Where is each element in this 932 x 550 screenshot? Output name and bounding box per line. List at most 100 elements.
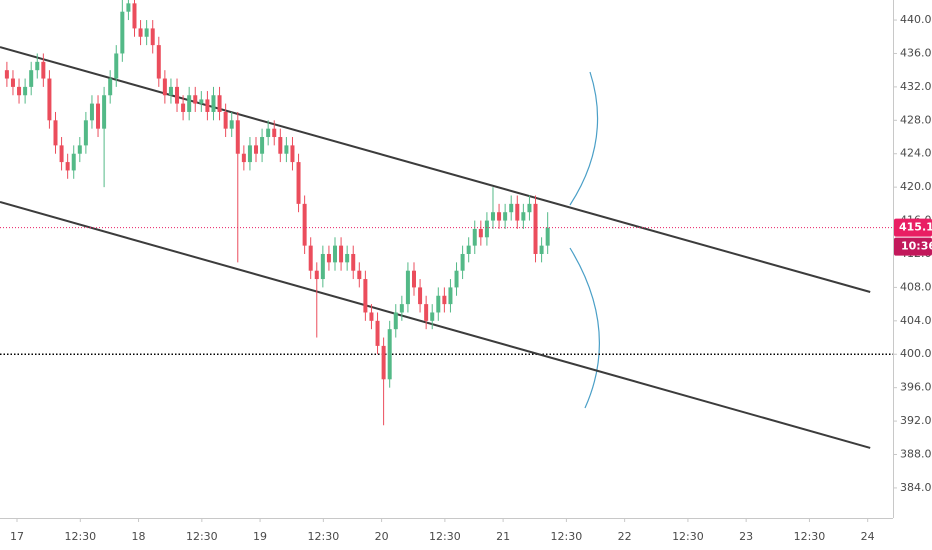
y-tick-label: 408.00 xyxy=(900,280,932,293)
candle-body xyxy=(345,253,350,263)
candle-body xyxy=(102,95,107,129)
candle-body xyxy=(430,312,435,321)
y-tick-label: 392.00 xyxy=(900,414,932,427)
candle-body xyxy=(10,78,15,87)
candle-body xyxy=(235,120,240,154)
candle-body xyxy=(405,270,410,305)
candle-body xyxy=(545,227,550,246)
candle-body xyxy=(114,53,119,79)
candle-body xyxy=(71,153,76,171)
candle-body xyxy=(509,203,514,213)
candle-body xyxy=(387,329,392,380)
y-tick-label: 404.00 xyxy=(900,314,932,327)
y-tick-label: 440.00 xyxy=(900,13,932,26)
last-price-box xyxy=(894,218,932,237)
y-tick-label: 420.00 xyxy=(900,180,932,193)
candle-body xyxy=(314,270,319,280)
x-tick-label: 23 xyxy=(739,530,753,543)
candle-body xyxy=(296,162,301,204)
x-tick-label: 12:30 xyxy=(551,530,583,543)
candle-body xyxy=(333,245,338,263)
candle-body xyxy=(339,245,344,263)
candle-body xyxy=(326,253,331,263)
candle-body xyxy=(59,145,64,163)
candle-body xyxy=(515,203,520,221)
arc-lower xyxy=(569,247,600,409)
candle-body xyxy=(363,279,368,313)
y-tick-label: 388.00 xyxy=(900,448,932,461)
y-tick-label: 436.00 xyxy=(900,46,932,59)
candle-body xyxy=(199,99,204,104)
candle-body xyxy=(150,28,155,46)
x-tick-label: 12:30 xyxy=(429,530,461,543)
candle-body xyxy=(83,120,88,146)
candle-body xyxy=(35,61,40,71)
candle-body xyxy=(211,95,216,112)
candle-body xyxy=(260,137,265,154)
candle-body xyxy=(144,28,149,37)
y-tick-label: 396.00 xyxy=(900,381,932,394)
candle-body xyxy=(399,304,404,313)
candle-body xyxy=(503,212,508,221)
candle-body xyxy=(168,86,173,96)
arc-upper xyxy=(569,71,599,206)
candle-body xyxy=(284,145,289,154)
axes: 384.00 388.00 392.00 396.00 400.00 404.00 408.… xyxy=(10,13,932,543)
candle-body xyxy=(4,70,9,79)
candle-body xyxy=(478,228,483,238)
candle-body xyxy=(120,11,125,54)
x-tick-label: 12:30 xyxy=(672,530,704,543)
candle-body xyxy=(229,120,234,129)
candle-body xyxy=(302,203,307,246)
candle-body xyxy=(272,128,277,138)
trend-line xyxy=(0,201,871,449)
candle-body xyxy=(181,103,186,112)
candle-body xyxy=(466,245,471,254)
candle-body xyxy=(108,78,113,96)
candle-body xyxy=(254,145,259,154)
candle-body xyxy=(17,86,22,96)
plot-area xyxy=(0,0,893,449)
candle-body xyxy=(175,86,180,104)
candle-body xyxy=(156,45,161,79)
y-tick-label: 432.00 xyxy=(900,80,932,93)
candle-body xyxy=(375,320,380,346)
candle-body xyxy=(247,145,252,163)
candle-body xyxy=(290,145,295,163)
candle-body xyxy=(126,3,131,12)
candle-body xyxy=(460,253,465,271)
y-tick-label: 424.00 xyxy=(900,147,932,160)
candle-body xyxy=(53,120,58,146)
candle-body xyxy=(351,253,356,271)
last-price-label: 415.15 xyxy=(899,221,932,234)
x-tick-label: 19 xyxy=(253,530,267,543)
candle-body xyxy=(89,103,94,121)
candle-body xyxy=(217,95,222,112)
x-tick-label: 21 xyxy=(496,530,510,543)
candle-body xyxy=(424,304,429,321)
x-tick-label: 12:30 xyxy=(186,530,218,543)
candle-body xyxy=(497,212,502,221)
y-tick-label: 428.00 xyxy=(900,113,932,126)
candle-body xyxy=(96,103,101,129)
candle-body xyxy=(357,270,362,280)
x-tick-label: 12:30 xyxy=(308,530,340,543)
candle-body xyxy=(539,245,544,254)
candle-body xyxy=(527,203,532,213)
candle-body xyxy=(454,270,459,288)
candle-body xyxy=(411,270,416,288)
candle-body xyxy=(138,28,143,37)
candle-body xyxy=(308,245,313,271)
x-tick-label: 18 xyxy=(132,530,146,543)
candle-body xyxy=(193,95,198,104)
candle-body xyxy=(187,95,192,112)
candle-body xyxy=(393,312,398,330)
candle-body xyxy=(132,3,137,29)
candle-body xyxy=(47,78,52,121)
countdown-label: 10:36 xyxy=(901,240,932,253)
x-tick-label: 22 xyxy=(618,530,632,543)
candle-body xyxy=(533,203,538,254)
x-tick-label: 20 xyxy=(375,530,389,543)
